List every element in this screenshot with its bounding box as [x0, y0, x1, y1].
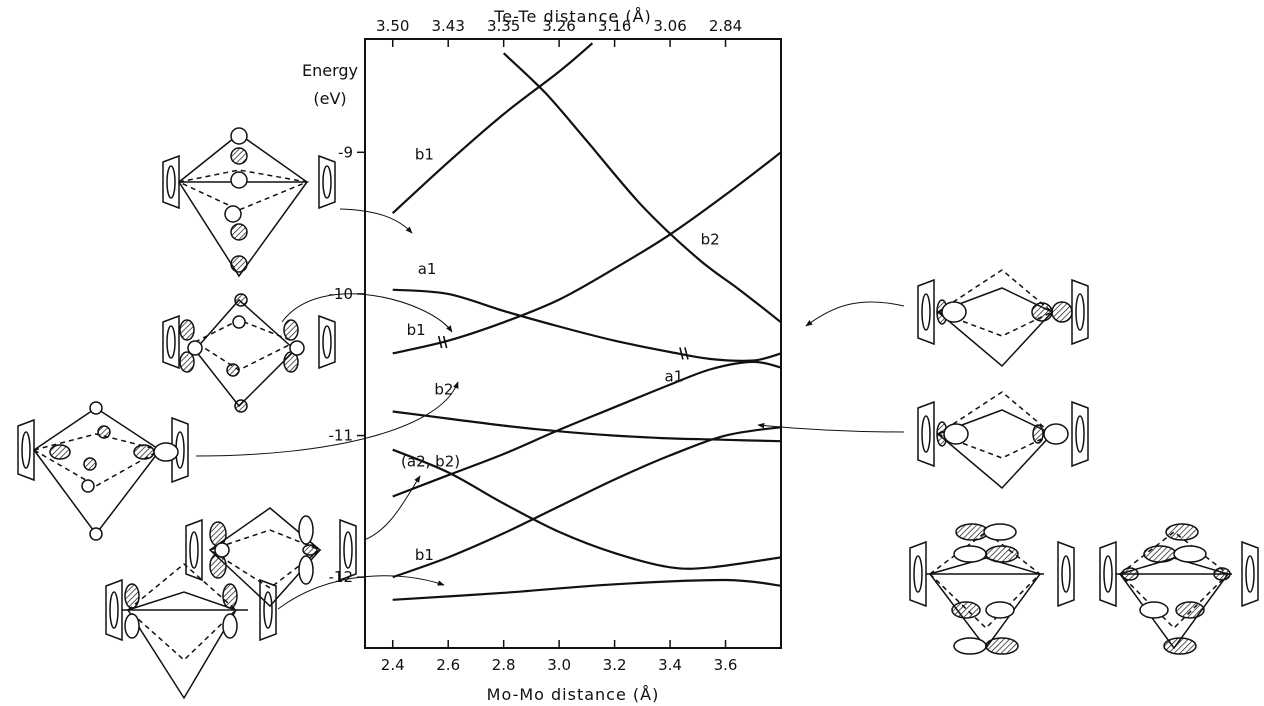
- x-tick-label: 3.0: [547, 656, 571, 674]
- orbital-diagram-a2-b2-right-1: [909, 523, 1075, 655]
- connector-arrow-b1-low: [277, 575, 445, 610]
- connector-arrow-a1-high: [281, 293, 453, 333]
- connector-arrows: [195, 208, 905, 610]
- connector-arrow-b1-high: [339, 208, 413, 234]
- energy-curve-5: [392, 360, 782, 498]
- orbital-labels: b1 a1 b1 b2 a1 b2 (a2, b2) b1: [401, 145, 720, 564]
- orbital-diagram-a2-b2-right-2: [1099, 523, 1259, 655]
- x-tick-label: 2.6: [436, 656, 460, 674]
- top-tick-label: 3.35: [487, 17, 520, 35]
- occupation-marks: [437, 335, 689, 360]
- orbital-diagram-a1-right: [917, 391, 1089, 490]
- y-axis-title-line1: Energy: [302, 61, 358, 80]
- axis-ticks: [357, 39, 727, 648]
- connector-arrow-b2-mid: [363, 475, 421, 541]
- energy-curve-6: [392, 410, 782, 443]
- orbital-label-3: b1: [407, 321, 426, 339]
- connector-arrow-b1-mid: [195, 381, 459, 457]
- orbital-diagram-b1-mid: [17, 401, 189, 541]
- top-tick-label: 3.26: [542, 17, 575, 35]
- occupation-tick: [679, 347, 684, 360]
- orbital-diagram-b2-mid: [185, 507, 357, 608]
- orbital-label-4: b2: [701, 230, 720, 248]
- energy-curve-8: [392, 426, 782, 579]
- occupation-tick: [684, 347, 689, 360]
- energy-curve-2: [502, 52, 782, 324]
- y-tick-label: -11: [329, 427, 354, 445]
- orbital-diagram-b1-high: [162, 127, 336, 278]
- orbital-label-6: b2: [434, 380, 453, 398]
- x-tick-label: 3.2: [603, 656, 627, 674]
- energy-curve-9: [392, 578, 782, 601]
- orbital-label-8: b1: [415, 546, 434, 564]
- x-tick-label: 3.6: [714, 656, 738, 674]
- top-tick-label: 3.43: [431, 17, 464, 35]
- x-tick-label: 2.8: [492, 656, 516, 674]
- plot-frame: [364, 38, 782, 649]
- energy-curve-7: [392, 448, 782, 570]
- orbital-diagram-b2-right: [917, 269, 1089, 368]
- top-tick-label: 3.50: [376, 17, 409, 35]
- orbital-label-2: a1: [418, 260, 437, 278]
- connector-arrow-b2-right: [805, 301, 905, 327]
- energy-curve-3: [392, 151, 782, 355]
- y-tick-label: -9: [338, 143, 353, 161]
- energy-level-curves: [391, 42, 782, 601]
- top-tick-label: 3.06: [653, 17, 686, 35]
- orbital-label-7: (a2, b2): [401, 453, 460, 471]
- orbital-label-5: a1: [665, 368, 684, 386]
- top-tick-label: 3.16: [598, 17, 631, 35]
- occupation-tick: [442, 335, 448, 349]
- energy-curve-1: [391, 42, 594, 215]
- y-axis-title-line2: (eV): [313, 89, 346, 108]
- connector-arrow-a1-right: [757, 422, 905, 433]
- axis-tick-labels: 2.4 2.6 2.8 3.0 3.2 3.4 3.6 3.50 3.43 3.35 3.26 3.1…: [329, 17, 743, 674]
- orbital-diagram-a1-high: [162, 293, 336, 413]
- x-tick-label: 3.4: [658, 656, 682, 674]
- orbital-diagram-b1-low: [105, 563, 277, 700]
- top-axis-title: Te-Te distance (Å): [493, 7, 652, 26]
- energy-curve-4: [392, 288, 782, 362]
- x-axis-title: Mo-Mo distance (Å): [487, 685, 660, 704]
- orbital-label-1: b1: [415, 145, 434, 163]
- top-tick-label: 2.84: [709, 17, 742, 35]
- x-tick-label: 2.4: [381, 656, 405, 674]
- occupation-tick: [437, 335, 443, 349]
